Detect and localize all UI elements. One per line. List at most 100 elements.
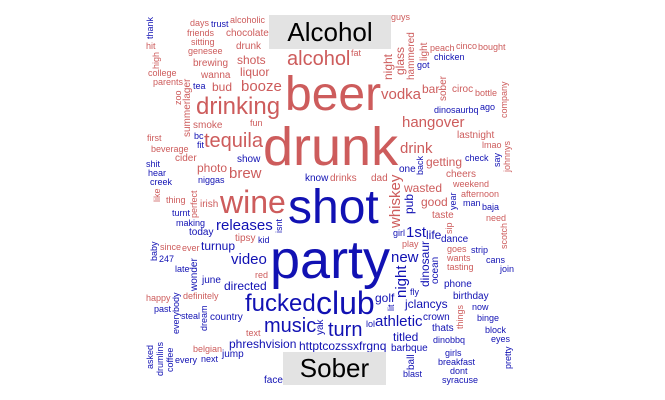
word-trust: trust	[211, 19, 229, 29]
word-thing: thing	[166, 195, 186, 205]
word-bought: bought	[478, 42, 506, 52]
word-today: today	[189, 227, 214, 238]
word-tea: tea	[193, 81, 206, 91]
word-first: first	[147, 133, 162, 143]
word-drinks: drinks	[330, 173, 357, 184]
word-sober: sober	[438, 75, 449, 101]
word-thats: thats	[432, 323, 454, 334]
word-cans: cans	[486, 255, 506, 265]
word-dinobbq: dinobbq	[433, 335, 466, 345]
word-play: play	[402, 239, 419, 249]
word-fly: fly	[410, 287, 419, 297]
word-sitting: sitting	[191, 37, 215, 47]
word-releases: releases	[216, 217, 273, 234]
word-definitely: definitely	[183, 291, 219, 301]
word-everybody: everybody	[171, 292, 181, 334]
word-bc: bc	[194, 131, 204, 141]
alcohol-label: Alcohol	[269, 15, 391, 49]
word-smoke: smoke	[193, 120, 223, 131]
word-dont: dont	[450, 366, 468, 376]
word-cheers: cheers	[446, 169, 477, 180]
word-parents: parents	[153, 77, 184, 87]
word-turn: turn	[328, 319, 363, 341]
word-1st: 1st	[406, 224, 427, 241]
word-shots: shots	[237, 53, 266, 67]
word-whiskey: whiskey	[387, 174, 404, 228]
word-irish: irish	[200, 199, 219, 210]
word-athletic: athletic	[375, 313, 423, 330]
word-drinking: drinking	[196, 93, 281, 120]
word-wine: wine	[220, 184, 286, 220]
word-johnnys: johnnys	[502, 140, 512, 172]
word-peach: peach	[430, 43, 455, 53]
word-making: making	[176, 218, 206, 228]
word-got: got	[417, 60, 430, 70]
word-alcoholic: alcoholic	[230, 15, 266, 25]
word-one: one	[399, 164, 416, 175]
word-creek: creek	[150, 177, 173, 187]
word-fun: fun	[250, 118, 263, 128]
word-bottle: bottle	[475, 88, 498, 98]
word-belgian: belgian	[193, 344, 223, 354]
word-new: new	[391, 249, 419, 266]
word-friends: friends	[187, 28, 215, 38]
word-vodka: vodka	[381, 86, 422, 103]
word-247: 247	[159, 254, 175, 264]
word-httptcozssxfrgnq: httptcozssxfrgnq	[299, 339, 387, 353]
word-music: music	[264, 315, 317, 337]
word-drink: drink	[400, 140, 433, 157]
word-cider: cider	[175, 153, 197, 164]
word-lol: lol	[366, 319, 376, 329]
word-light: light	[419, 42, 430, 61]
word-blast: blast	[403, 369, 423, 379]
word-wants: wants	[447, 253, 471, 263]
word-summerlager: summerlager	[182, 78, 193, 137]
word-ball: ball	[406, 354, 417, 370]
word-isnt: isnt	[274, 218, 284, 233]
word-past: past	[154, 304, 172, 314]
word-check: check	[465, 153, 489, 163]
word-since: since	[160, 242, 182, 252]
word-fucked: fucked	[245, 290, 316, 317]
word-brewing: brewing	[193, 58, 229, 69]
word-late: late	[175, 264, 190, 274]
word-drumlins: drumlins	[155, 341, 165, 376]
word-lastnight: lastnight	[457, 130, 495, 141]
word-weekend: weekend	[453, 179, 490, 189]
word-wanna: wanna	[201, 70, 231, 81]
word-liquor: liquor	[240, 65, 270, 79]
word-june: june	[202, 275, 221, 286]
word-dream: dream	[199, 305, 209, 331]
word-ago: ago	[480, 102, 496, 112]
word-club: club	[316, 285, 375, 321]
word-breakfast: breakfast	[438, 357, 476, 367]
word-taste: taste	[432, 210, 454, 221]
word-syracuse: syracuse	[442, 375, 479, 385]
word-hangover: hangover	[402, 114, 465, 131]
word-days: days	[190, 18, 210, 28]
word-phreshvision: phreshvision	[229, 337, 297, 351]
word-back: back	[415, 155, 425, 175]
word-college: college	[148, 68, 177, 78]
word-strip: strip	[471, 245, 489, 255]
word-directed: directed	[224, 279, 267, 293]
word-goes: goes	[447, 244, 467, 254]
word-kid: kid	[258, 235, 270, 245]
sober-label: Sober	[283, 352, 386, 385]
word-wasted: wasted	[404, 181, 443, 195]
word-jclancys: jclancys	[405, 297, 448, 311]
word-show: show	[237, 154, 261, 165]
word-zoo: zoo	[173, 90, 183, 105]
word-baja: baja	[482, 202, 500, 212]
word-cinco: cinco	[456, 41, 478, 51]
word-high: high	[151, 51, 161, 69]
word-block: block	[485, 325, 507, 335]
word-niggas: niggas	[198, 175, 225, 185]
word-birthday: birthday	[453, 291, 489, 302]
word-tasting: tasting	[447, 262, 474, 272]
word-tipsy: tipsy	[235, 233, 256, 244]
word-know: know	[305, 173, 329, 184]
word-need: need	[486, 213, 507, 223]
word-bud: bud	[212, 80, 233, 94]
word-chocolate: chocolate	[226, 28, 269, 39]
